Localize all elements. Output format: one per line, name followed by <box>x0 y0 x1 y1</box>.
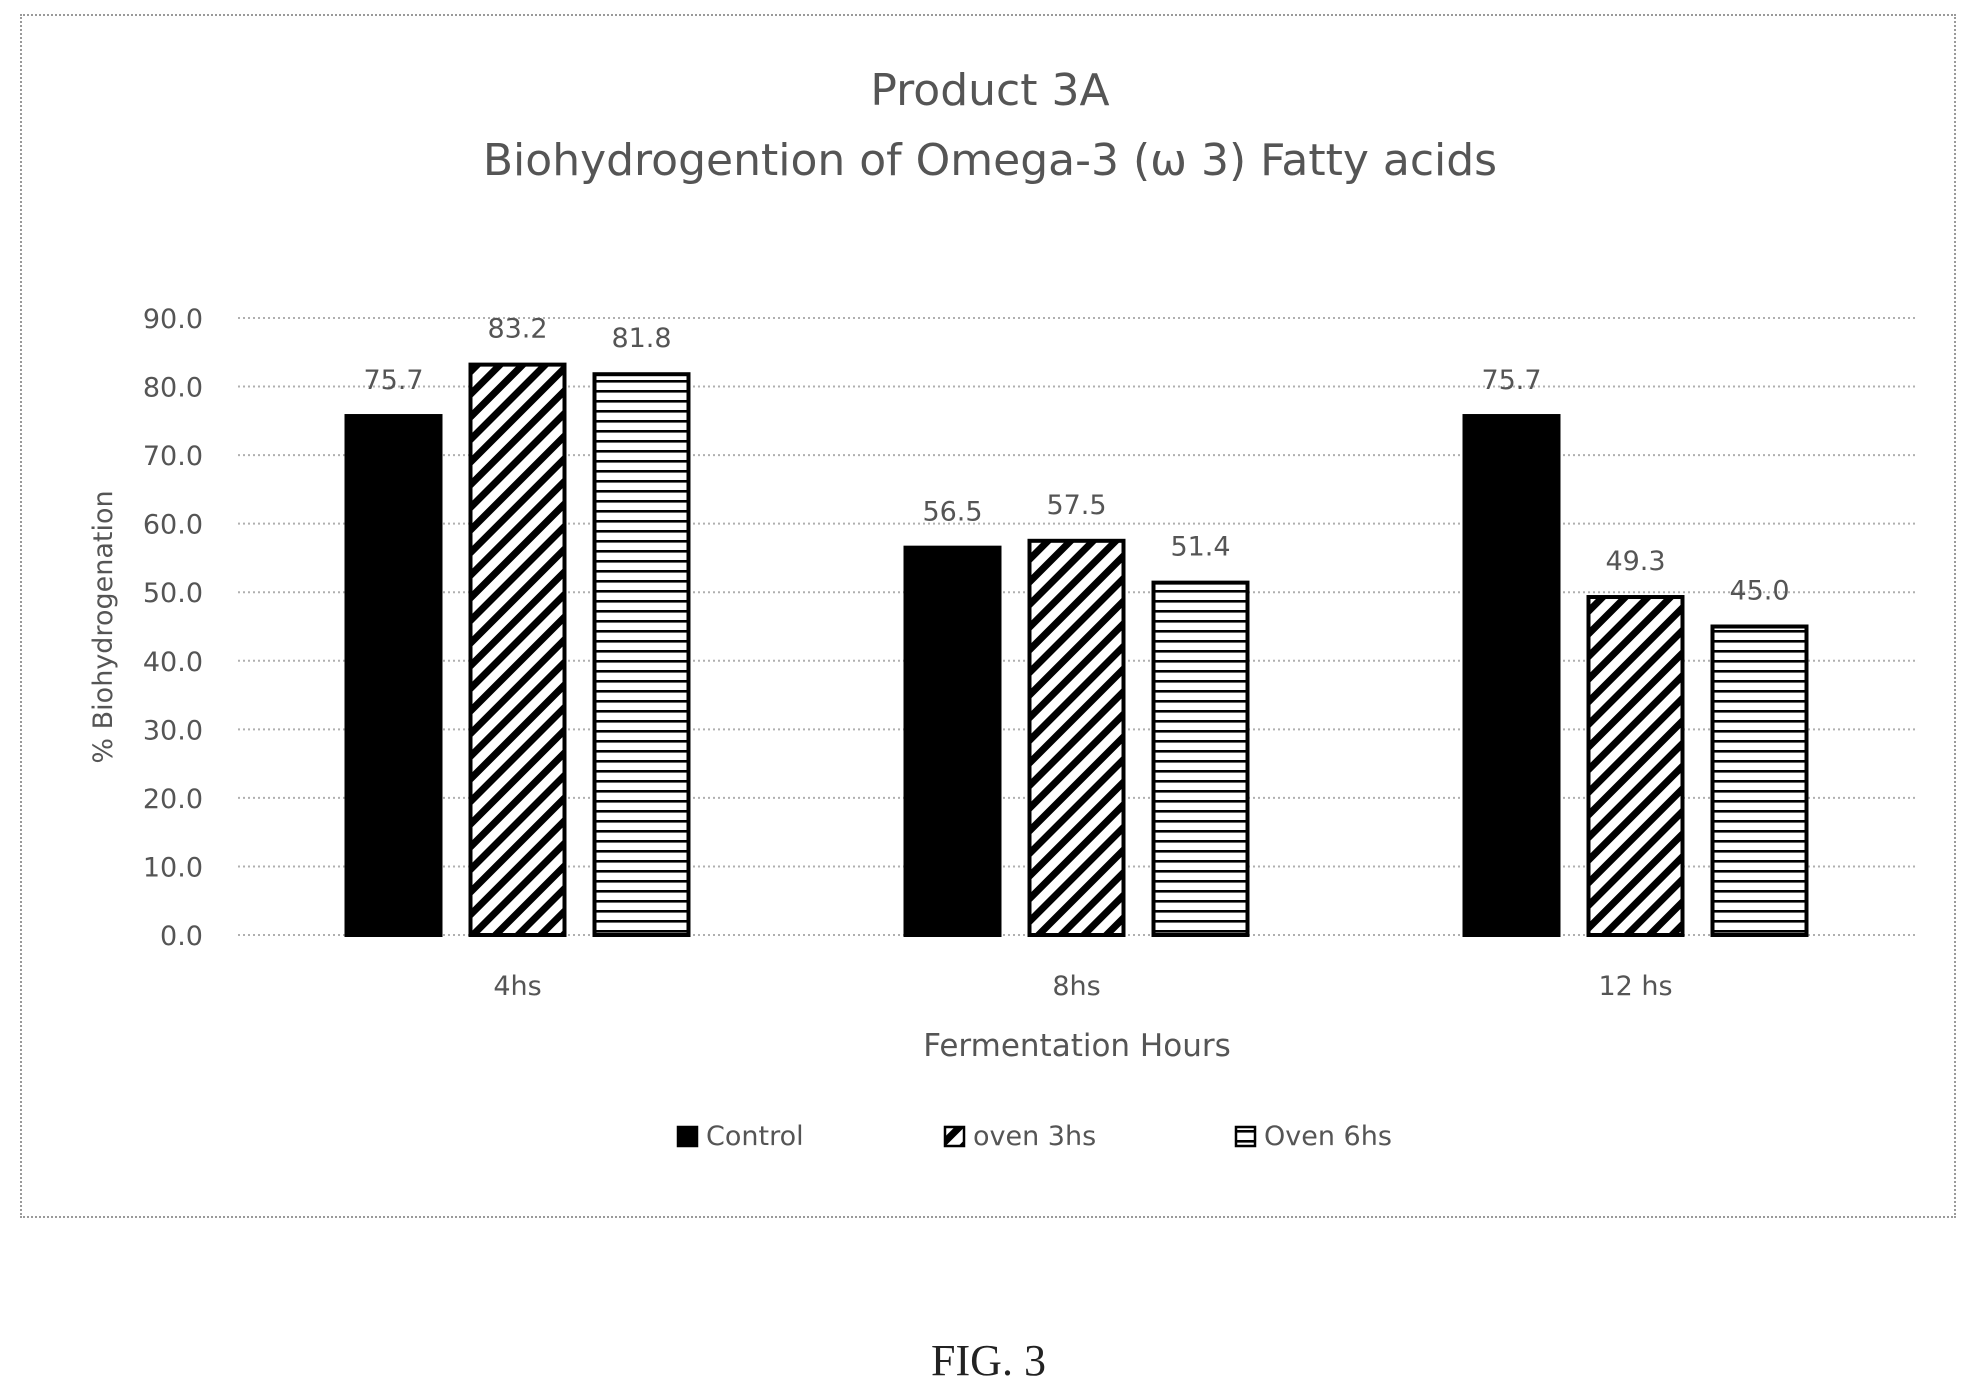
bar-oven-3hs-4hs <box>468 362 567 937</box>
x-axis-title: Fermentation Hours <box>923 1028 1231 1064</box>
bars <box>344 362 1809 938</box>
bar-control-8hs <box>903 545 1002 938</box>
data-label: 51.4 <box>1170 532 1230 563</box>
chart-title: Product 3A <box>870 65 1109 116</box>
x-axis-ticks: 4hs 8hs 12 hs <box>493 971 1672 1002</box>
data-label: 49.3 <box>1605 546 1665 577</box>
legend-label: Oven 6hs <box>1264 1121 1392 1152</box>
bar-control-12hs <box>1462 414 1561 938</box>
y-tick-label: 40.0 <box>143 647 203 678</box>
y-tick-label: 10.0 <box>143 852 203 883</box>
y-tick-label: 80.0 <box>143 373 203 404</box>
chart-subtitle: Biohydrogention of Omega-3 (ω 3) Fatty a… <box>483 135 1497 186</box>
y-tick-label: 90.0 <box>143 304 203 335</box>
legend-swatch <box>943 1125 966 1148</box>
data-label: 83.2 <box>487 314 547 345</box>
data-label: 75.7 <box>1481 365 1541 396</box>
data-label: 45.0 <box>1729 576 1789 607</box>
x-tick-label: 8hs <box>1052 971 1100 1002</box>
bar-oven-3hs-12hs <box>1586 595 1685 937</box>
bar-control-4hs <box>344 414 443 938</box>
data-label: 57.5 <box>1046 490 1106 521</box>
bar-oven-3hs-8hs <box>1027 538 1126 937</box>
legend-swatch <box>1234 1125 1257 1148</box>
x-tick-label: 4hs <box>493 971 541 1002</box>
legend-swatch <box>676 1125 699 1148</box>
legend: Control oven 3hs Oven 6hs <box>676 1121 1392 1152</box>
chart-frame <box>20 14 1956 1218</box>
y-axis-ticks: 0.0 10.0 20.0 30.0 40.0 50.0 60.0 70.0 80.0 90.0 <box>143 304 203 952</box>
data-label: 81.8 <box>611 323 671 354</box>
legend-label: oven 3hs <box>973 1121 1096 1152</box>
y-tick-label: 70.0 <box>143 441 203 472</box>
data-label: 75.7 <box>363 365 423 396</box>
data-label: 56.5 <box>922 497 982 528</box>
y-tick-label: 30.0 <box>143 715 203 746</box>
y-tick-label: 50.0 <box>143 578 203 609</box>
y-tick-label: 20.0 <box>143 784 203 815</box>
legend-label: Control <box>706 1121 804 1152</box>
y-tick-label: 0.0 <box>160 921 203 952</box>
bar-chart: Product 3A Biohydrogention of Omega-3 (ω… <box>88 65 1915 1152</box>
bar-oven-6hs-8hs <box>1151 580 1250 937</box>
data-labels: 75.7 83.2 81.8 56.5 57.5 51.4 75.7 49.3 45.0 <box>363 314 1789 607</box>
bar-oven-6hs-4hs <box>592 372 691 937</box>
y-axis-title: % Biohydrogenation <box>88 490 119 763</box>
bar-oven-6hs-12hs <box>1710 624 1809 937</box>
figure-caption: FIG. 3 <box>931 1336 1046 1385</box>
x-tick-label: 12 hs <box>1598 971 1672 1002</box>
y-tick-label: 60.0 <box>143 510 203 541</box>
